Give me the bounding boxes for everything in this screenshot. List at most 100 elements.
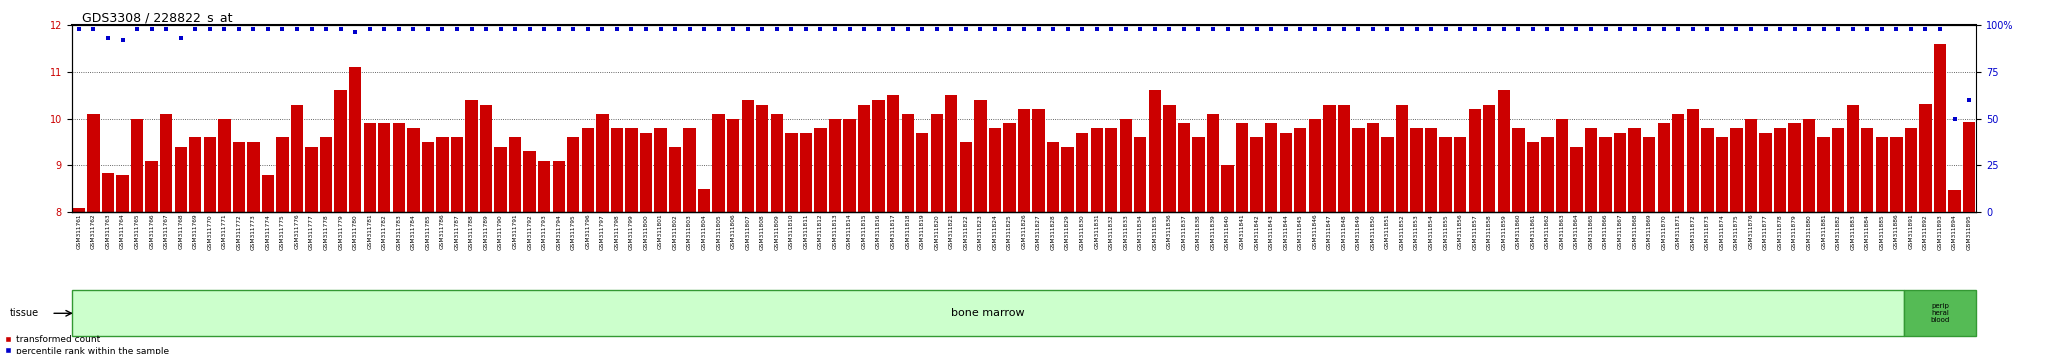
Bar (1235, 123, 1249, 212)
Bar (1847, 104, 1860, 212)
Bar (1397, 104, 1409, 212)
Bar (1511, 128, 1524, 212)
Bar (1004, 123, 1016, 212)
Bar (1948, 190, 1960, 212)
Bar (1018, 109, 1030, 212)
Bar (1221, 165, 1233, 212)
Point (178, 27, 211, 32)
Point (1749, 27, 1782, 32)
Bar (1905, 290, 1976, 336)
Point (848, 27, 881, 32)
Bar (1759, 133, 1772, 212)
Point (252, 27, 285, 32)
Bar (1337, 104, 1350, 212)
Point (891, 27, 924, 32)
Bar (858, 104, 870, 212)
Point (528, 27, 561, 32)
Point (92, 35, 125, 41)
Bar (1120, 119, 1133, 212)
Point (1182, 27, 1214, 32)
Point (1851, 27, 1884, 32)
Point (1430, 27, 1462, 32)
Bar (989, 128, 1001, 212)
Point (731, 27, 764, 32)
Point (266, 27, 299, 32)
Bar (1716, 137, 1729, 212)
Point (717, 27, 750, 32)
Point (354, 27, 387, 32)
Point (1473, 27, 1505, 32)
Point (1763, 27, 1796, 32)
Bar (539, 161, 551, 212)
Bar (422, 142, 434, 212)
Point (121, 27, 154, 32)
Point (1356, 27, 1389, 32)
Point (514, 27, 547, 32)
Bar (1163, 104, 1176, 212)
Bar (1745, 119, 1757, 212)
Point (469, 27, 502, 32)
Bar (872, 100, 885, 212)
Bar (1919, 104, 1931, 212)
Point (950, 27, 983, 32)
Point (760, 27, 793, 32)
Bar (915, 133, 928, 212)
Point (1415, 27, 1448, 32)
Bar (276, 137, 289, 212)
Bar (1135, 137, 1147, 212)
Point (1880, 27, 1913, 32)
Point (614, 27, 647, 32)
Bar (698, 189, 711, 212)
Point (979, 27, 1012, 32)
Point (1255, 27, 1288, 32)
Legend: transformed count, percentile rank within the sample: transformed count, percentile rank withi… (4, 335, 170, 354)
Bar (1090, 128, 1104, 212)
Point (600, 27, 633, 32)
Bar (219, 119, 231, 212)
Bar (639, 133, 651, 212)
Point (1501, 27, 1534, 32)
Bar (1483, 104, 1495, 212)
Bar (1206, 114, 1219, 212)
Bar (930, 114, 942, 212)
Point (1124, 27, 1157, 32)
Bar (655, 128, 668, 212)
Bar (1352, 128, 1364, 212)
Point (1632, 27, 1665, 32)
Point (106, 37, 139, 42)
Point (63, 27, 96, 32)
Bar (1192, 137, 1204, 212)
Point (1401, 27, 1434, 32)
Bar (784, 133, 797, 212)
Point (1792, 27, 1825, 32)
Point (862, 27, 895, 32)
Bar (1802, 119, 1815, 212)
Point (1313, 27, 1346, 32)
Point (1661, 27, 1694, 32)
Bar (408, 128, 420, 212)
Point (1618, 27, 1651, 32)
Bar (524, 152, 537, 212)
Point (164, 35, 197, 41)
Point (557, 27, 590, 32)
Point (629, 27, 662, 32)
Text: GDS3308 / 228822_s_at: GDS3308 / 228822_s_at (82, 11, 231, 24)
Point (1270, 27, 1303, 32)
Bar (117, 175, 129, 212)
Bar (1556, 119, 1569, 212)
Point (1036, 27, 1069, 32)
Bar (625, 128, 637, 212)
Bar (756, 104, 768, 212)
Bar (567, 137, 580, 212)
Bar (582, 128, 594, 212)
Bar (305, 147, 317, 212)
Point (1284, 27, 1317, 32)
Bar (713, 114, 725, 212)
Bar (1366, 123, 1378, 212)
Bar (262, 175, 274, 212)
Point (1909, 27, 1942, 32)
Point (1241, 27, 1274, 32)
Bar (887, 95, 899, 212)
Bar (610, 128, 623, 212)
Bar (815, 128, 827, 212)
